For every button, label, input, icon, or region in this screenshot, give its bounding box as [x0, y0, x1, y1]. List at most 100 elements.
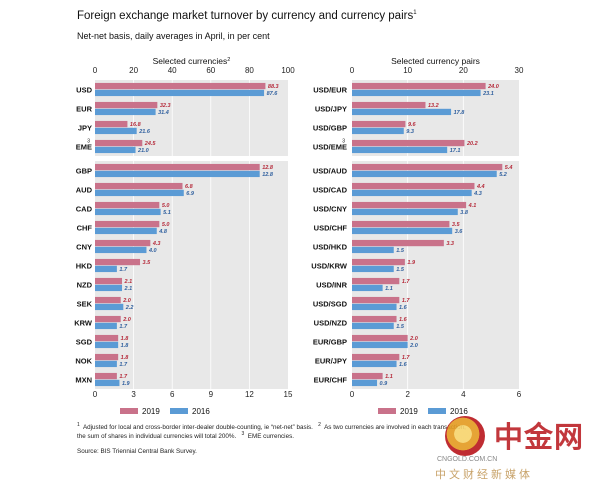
legend-swatch-2019 [120, 408, 138, 414]
category-label-gbp: GBP [76, 167, 92, 176]
data-label: 2.0 [409, 343, 418, 349]
bar-2016-usd-aud [352, 170, 497, 178]
bar-2016-jpy [95, 127, 137, 135]
bar-2016-usd-hkd [352, 246, 394, 254]
x-tick-label: 0 [350, 390, 355, 399]
bar-2016-cad [95, 208, 161, 216]
x-tick-label: 0 [93, 390, 98, 399]
data-label: 17.8 [454, 110, 466, 116]
bar-2019-usd-nzd [352, 315, 397, 323]
bar-2016-eur-jpy [352, 360, 397, 368]
data-label: 87.6 [267, 91, 279, 97]
bar-2019-eur-jpy [352, 353, 400, 361]
data-label: 1.6 [399, 362, 408, 368]
bar-2019-aud [95, 182, 183, 190]
category-label-usd-gbp: USD/GBP [313, 124, 347, 133]
bar-2019-sgd [95, 334, 119, 342]
data-label: 3.5 [452, 222, 461, 228]
category-label-usd-hkd: USD/HKD [313, 243, 348, 252]
bar-2019-usd-gbp [352, 120, 406, 128]
legend-label-2016: 2016 [450, 407, 468, 416]
data-label: 5.4 [505, 165, 513, 171]
panel-background [95, 161, 288, 389]
bar-2019-usd [95, 82, 266, 90]
bar-2019-usd-sgd [352, 296, 400, 304]
data-label: 5.0 [162, 222, 170, 228]
category-note: 3 [87, 139, 90, 145]
bar-2016-eur-gbp [352, 341, 408, 349]
legend-swatch-2016 [170, 408, 188, 414]
legend-label-2016: 2016 [192, 407, 210, 416]
data-label: 1.7 [402, 279, 411, 285]
category-label-usd: USD [76, 86, 92, 95]
x-tick-label: 10 [403, 66, 412, 75]
bar-2016-usd-chf [352, 227, 453, 235]
data-label: 1.6 [399, 317, 408, 323]
data-label: 4.0 [148, 248, 157, 254]
category-label-aud: AUD [76, 186, 93, 195]
x-tick-label: 2 [405, 390, 410, 399]
data-label: 4.4 [476, 184, 485, 190]
bar-2019-usd-inr [352, 277, 400, 285]
x-tick-label: 4 [461, 390, 466, 399]
data-label: 23.1 [482, 91, 494, 97]
footnote-2: the sum of shares in individual currenci… [77, 431, 294, 441]
data-label: 6.9 [186, 191, 195, 197]
category-label-cny: CNY [76, 243, 92, 252]
bar-2016-usd-cny [352, 208, 458, 216]
data-label: 4.3 [152, 241, 161, 247]
bar-2016-usd-eme [352, 146, 448, 154]
bar-2016-usd-sgd [352, 303, 397, 311]
bar-2016-usd [95, 89, 265, 97]
data-label: 4.1 [468, 203, 477, 209]
x-tick-label: 60 [206, 66, 215, 75]
bar-2016-usd-inr [352, 284, 383, 292]
data-label: 3.6 [455, 229, 464, 235]
bar-2016-nzd [95, 284, 123, 292]
data-label: 2.1 [124, 286, 133, 292]
x-tick-label: 100 [281, 66, 295, 75]
bar-2019-usd-eur [352, 82, 486, 90]
x-tick-label: 30 [515, 66, 524, 75]
bar-2016-gbp [95, 170, 260, 178]
legend-swatch-2019 [378, 408, 396, 414]
category-label-usd-krw: USD/KRW [311, 262, 348, 271]
data-label: 4.8 [158, 229, 168, 235]
category-label-eur-jpy: EUR/JPY [315, 357, 347, 366]
bar-2016-usd-eur [352, 89, 481, 97]
chart-title: Foreign exchange market turnover by curr… [77, 10, 417, 22]
data-label: 24.0 [487, 84, 499, 90]
bar-2016-sgd [95, 341, 119, 349]
bar-2019-eur-chf [352, 372, 383, 380]
bar-2019-usd-jpy [352, 101, 426, 109]
data-label: 24.5 [144, 141, 157, 147]
data-label: 1.8 [121, 336, 130, 342]
bar-2016-eme [95, 146, 136, 154]
bar-2019-cny [95, 239, 151, 247]
legend-label-2019: 2019 [142, 407, 160, 416]
data-label: 0.9 [380, 381, 389, 387]
category-label-usd-nzd: USD/NZD [314, 319, 348, 328]
x-tick-label: 20 [129, 66, 138, 75]
data-label: 1.8 [121, 355, 130, 361]
data-label: 1.5 [396, 324, 405, 330]
bar-2016-krw [95, 322, 117, 330]
x-tick-label: 3 [131, 390, 136, 399]
data-label: 88.3 [268, 84, 279, 90]
category-label-eur-gbp: EUR/GBP [313, 338, 347, 347]
bar-2019-eme [95, 139, 143, 147]
category-label-eur: EUR [76, 105, 92, 114]
bar-2019-sek [95, 296, 121, 304]
data-label: 1.9 [122, 381, 131, 387]
data-label: 12.8 [262, 165, 274, 171]
data-label: 2.0 [409, 336, 418, 342]
category-label-usd-aud: USD/AUD [313, 167, 348, 176]
data-label: 3.3 [446, 241, 454, 247]
bar-2016-usd-cad [352, 189, 472, 197]
x-tick-label: 6 [517, 390, 522, 399]
category-label-usd-eme: USD/EME [313, 143, 347, 152]
data-label: 3.5 [143, 260, 152, 266]
x-tick-label: 80 [245, 66, 254, 75]
bar-2016-chf [95, 227, 157, 235]
bar-2019-jpy [95, 120, 128, 128]
